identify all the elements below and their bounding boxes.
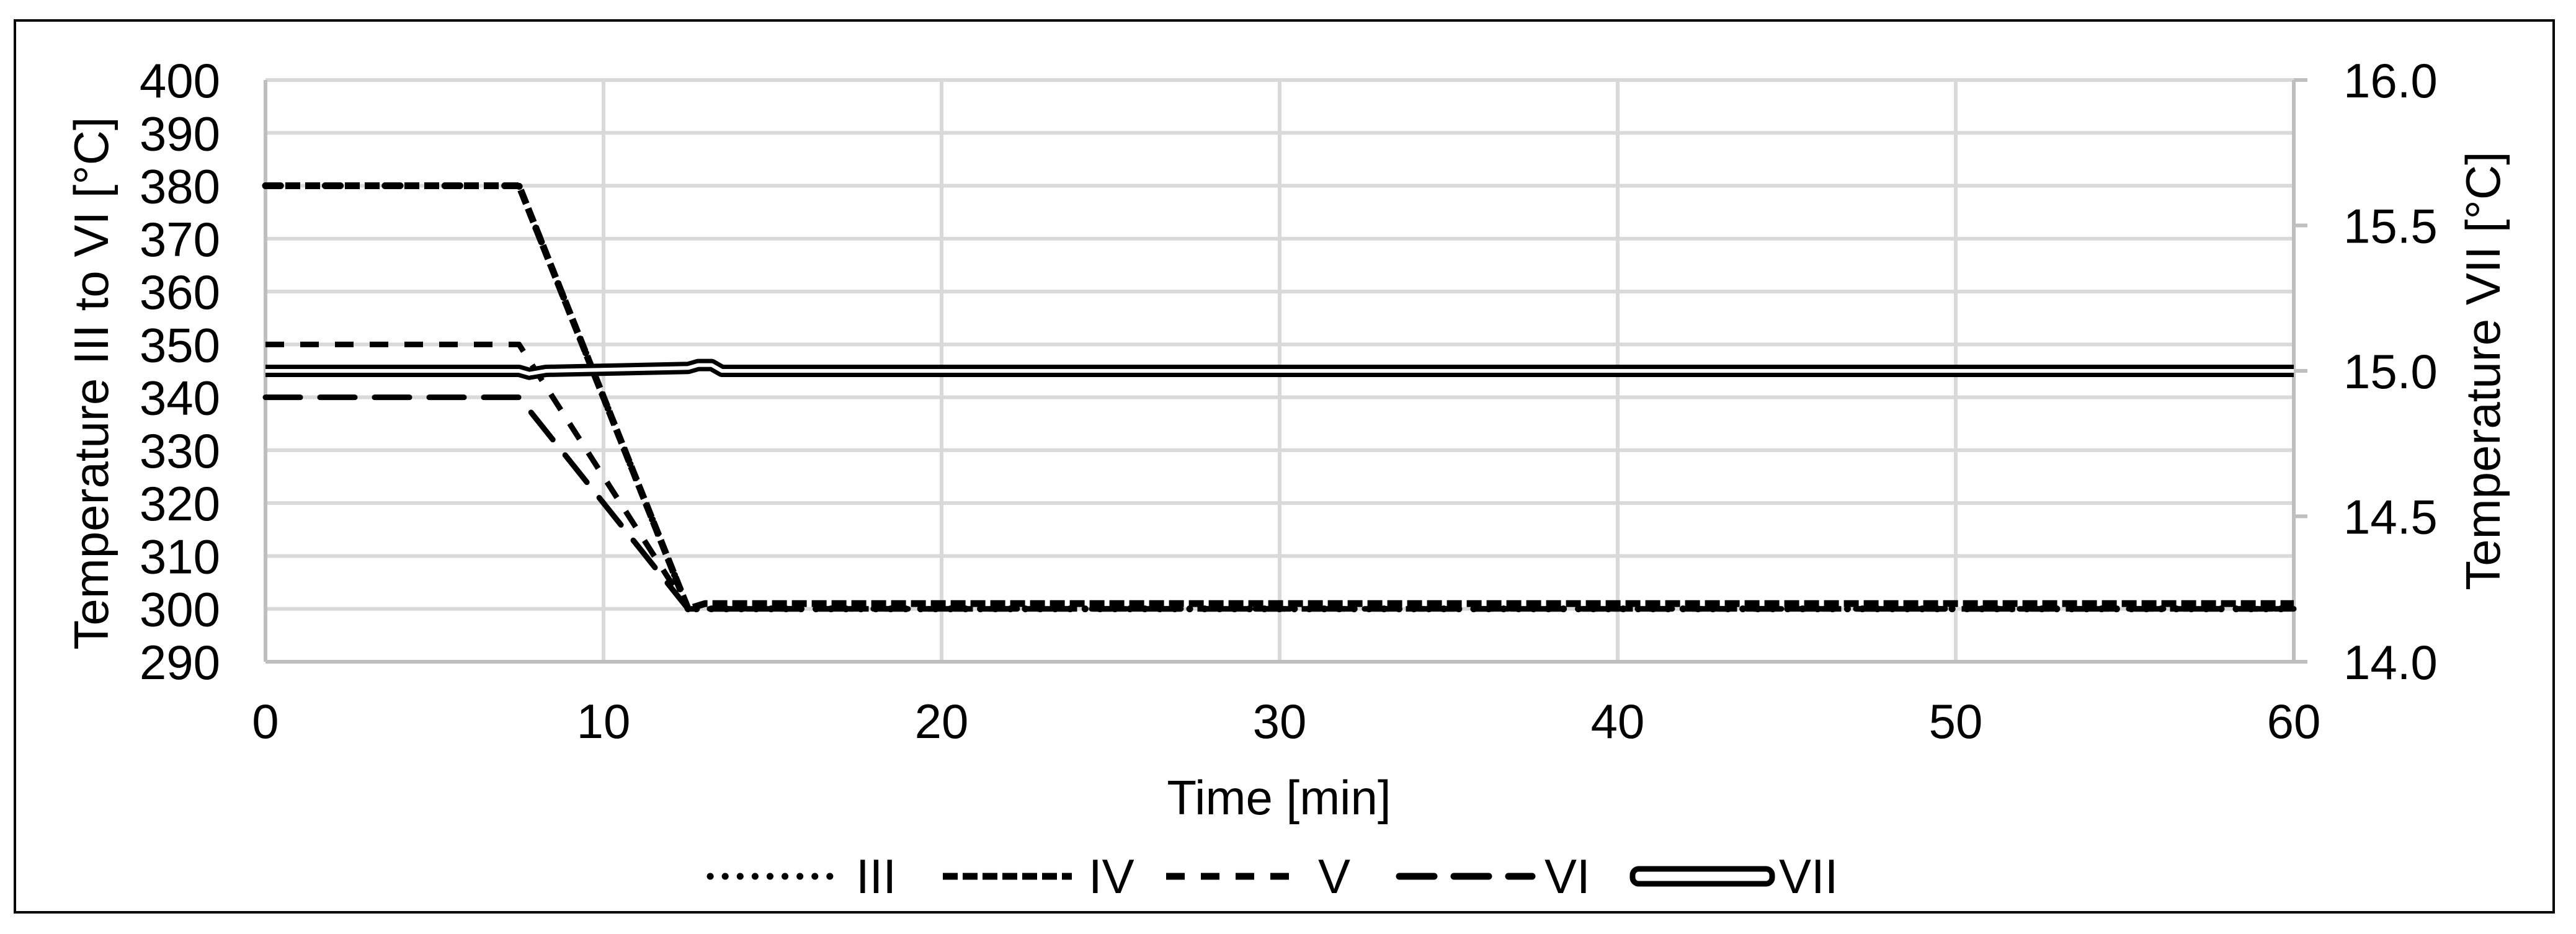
- series-lines: [262, 182, 2297, 613]
- legend-label: VI: [1544, 849, 1590, 904]
- x-tick-label: 0: [252, 694, 279, 749]
- x-tick-label: 30: [1253, 694, 1307, 749]
- legend-label: IV: [1089, 849, 1134, 904]
- y2-tick-label: 14.5: [2343, 490, 2438, 545]
- legend-label: VII: [1779, 849, 1838, 904]
- y2-tick-label: 16.0: [2343, 53, 2438, 108]
- y-tick-label: 370: [140, 212, 220, 267]
- y-tick-label: 390: [140, 106, 220, 161]
- y-tick-label: 300: [140, 582, 220, 637]
- x-tick-label: 40: [1591, 694, 1645, 749]
- y-tick-label: 400: [140, 53, 220, 108]
- legend-item-iii[interactable]: III: [706, 849, 896, 904]
- x-tick-label: 20: [915, 694, 969, 749]
- x-axis-title: Time [min]: [1167, 770, 1391, 825]
- y-axis-title-right: Temperature VII [°C]: [2456, 151, 2510, 590]
- series-vii-line-inner: [265, 363, 2294, 376]
- x-tick-label: 10: [577, 694, 631, 749]
- legend-item-iv[interactable]: IV: [943, 849, 1134, 904]
- legend-marker-double-line-icon: [1629, 866, 1775, 887]
- legend-item-vii[interactable]: VII: [1629, 849, 1838, 904]
- y-tick-label: 350: [140, 318, 220, 372]
- legend: III IV V VI VII: [706, 849, 1838, 904]
- x-tick-label: 50: [1929, 694, 1983, 749]
- y2-tick-label: 15.0: [2343, 344, 2438, 399]
- y-tick-label: 360: [140, 265, 220, 319]
- chart-frame: [14, 19, 2555, 914]
- y2-tick-label: 15.5: [2343, 199, 2438, 254]
- legend-item-vi[interactable]: VI: [1396, 849, 1590, 904]
- y-tick-label: 380: [140, 159, 220, 214]
- x-tick-label: 60: [2267, 694, 2321, 749]
- legend-item-v[interactable]: V: [1166, 849, 1350, 904]
- y-axis-title-left: Temperature III to VI [°C]: [64, 117, 118, 649]
- y-tick-label: 320: [140, 476, 220, 531]
- series-vi-line: [262, 394, 2297, 612]
- legend-label: III: [856, 849, 896, 904]
- legend-label: V: [1318, 849, 1350, 904]
- y-tick-label: 340: [140, 371, 220, 425]
- y-tick-label: 310: [140, 529, 220, 584]
- y-tick-label: 290: [140, 635, 220, 690]
- y2-tick-label: 14.0: [2343, 635, 2438, 690]
- y-tick-label: 330: [140, 424, 220, 478]
